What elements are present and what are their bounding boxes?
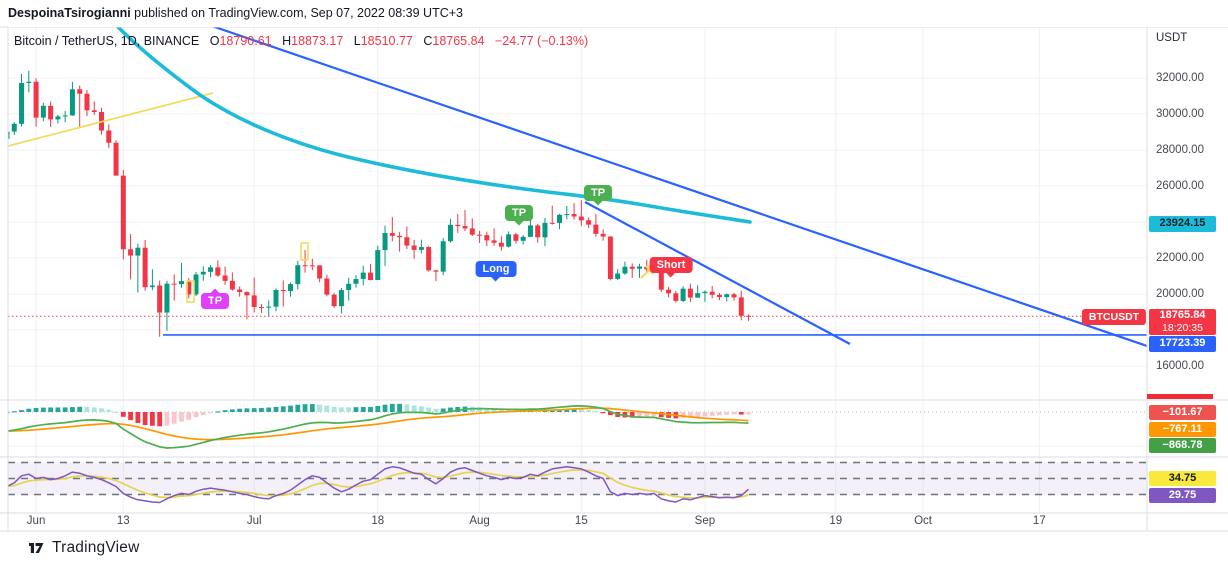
price-tick-label: 26000.00 xyxy=(1156,180,1204,192)
yellow-highlight-box[interactable] xyxy=(186,280,195,303)
ohlc-high: H18873.17 xyxy=(282,34,344,48)
macd-signal-line xyxy=(8,407,749,441)
time-tick-label: 17 xyxy=(1032,515,1046,527)
time-tick-label: Sep xyxy=(694,515,716,527)
long-label[interactable]: Long xyxy=(475,261,517,282)
time-tick-label: Aug xyxy=(469,515,490,527)
ohlc-open: O18790.61 xyxy=(209,34,272,48)
stoch-d-label: 34.75 xyxy=(1149,470,1216,486)
yellow-trendline[interactable] xyxy=(8,92,214,147)
price-tick-label: 20000.00 xyxy=(1156,288,1204,300)
stoch-k-label: 29.75 xyxy=(1149,487,1216,503)
price-tick-label: 28000.00 xyxy=(1156,144,1204,156)
blue-trendline-steep[interactable] xyxy=(584,201,851,345)
price-tick-label: 22000.00 xyxy=(1156,252,1204,264)
time-tick-label: 18 xyxy=(371,515,385,527)
time-tick-label: Jul xyxy=(246,515,262,527)
price-axis-currency: USDT xyxy=(1156,32,1188,44)
macd-line xyxy=(8,405,749,449)
chart-legend: Bitcoin / TetherUS, 1D, BINANCE O18790.6… xyxy=(14,34,588,48)
price-tick-label: 32000.00 xyxy=(1156,72,1204,84)
time-tick-label: Jun xyxy=(26,515,46,527)
author-name: DespoinaTsirogianni xyxy=(8,6,131,20)
tp-label-green-1[interactable]: TP xyxy=(504,205,534,226)
yellow-highlight-box[interactable] xyxy=(300,242,309,261)
pane-borders xyxy=(0,26,1228,532)
ma-value-label: 23924.15 xyxy=(1149,215,1216,232)
macd-histogram xyxy=(8,403,751,427)
symbol-title: Bitcoin / TetherUS, 1D, BINANCE xyxy=(14,34,200,48)
cyan-curve[interactable] xyxy=(116,27,752,224)
candlestick-series xyxy=(8,70,752,337)
price-tick-label: 30000.00 xyxy=(1156,108,1204,120)
price-change: −24.77 (−0.13%) xyxy=(495,34,589,48)
yellow-drawings[interactable] xyxy=(8,92,658,303)
blue-trendline-long[interactable] xyxy=(206,24,1147,348)
tradingview-brand[interactable]: TradingView xyxy=(52,539,140,556)
time-tick-label: Oct xyxy=(914,515,932,527)
stoch-d-line xyxy=(8,468,749,499)
publish-header: DespoinaTsirogianni published on Trading… xyxy=(8,0,1228,27)
macd-hist-label: −101.67 xyxy=(1149,405,1216,420)
publish-info: published on TradingView.com, Sep 07, 20… xyxy=(130,6,463,20)
tp-label-green-2[interactable]: TP xyxy=(583,185,613,206)
time-tick-label: 13 xyxy=(116,515,130,527)
price-tick-label: 16000.00 xyxy=(1156,360,1204,372)
last-price-label: 18765.84 18:20:35 xyxy=(1149,309,1216,335)
short-label[interactable]: Short xyxy=(649,257,693,278)
tp-label-magenta[interactable]: TP xyxy=(200,288,230,309)
stochastic-pane xyxy=(8,461,1147,504)
macd-line-label: −868.78 xyxy=(1149,438,1216,453)
macd-pane xyxy=(8,403,1147,449)
ohlc-low: L18510.77 xyxy=(353,34,413,48)
footer: TradingView xyxy=(28,539,140,557)
time-tick-label: 15 xyxy=(574,515,588,527)
grid-lines xyxy=(8,27,1147,513)
macd-signal-label: −767.11 xyxy=(1149,421,1216,437)
clipped-label-fragment xyxy=(1147,394,1213,399)
time-tick-label: 19 xyxy=(829,515,843,527)
symbol-price-tag: BTCUSDT xyxy=(1081,309,1147,325)
ohlc-close: C18765.84 xyxy=(423,34,485,48)
support-line-label: 17723.39 xyxy=(1149,335,1216,352)
plot-area[interactable] xyxy=(5,24,1148,513)
tradingview-logo-icon[interactable] xyxy=(28,540,45,556)
stoch-k-line xyxy=(8,466,749,504)
